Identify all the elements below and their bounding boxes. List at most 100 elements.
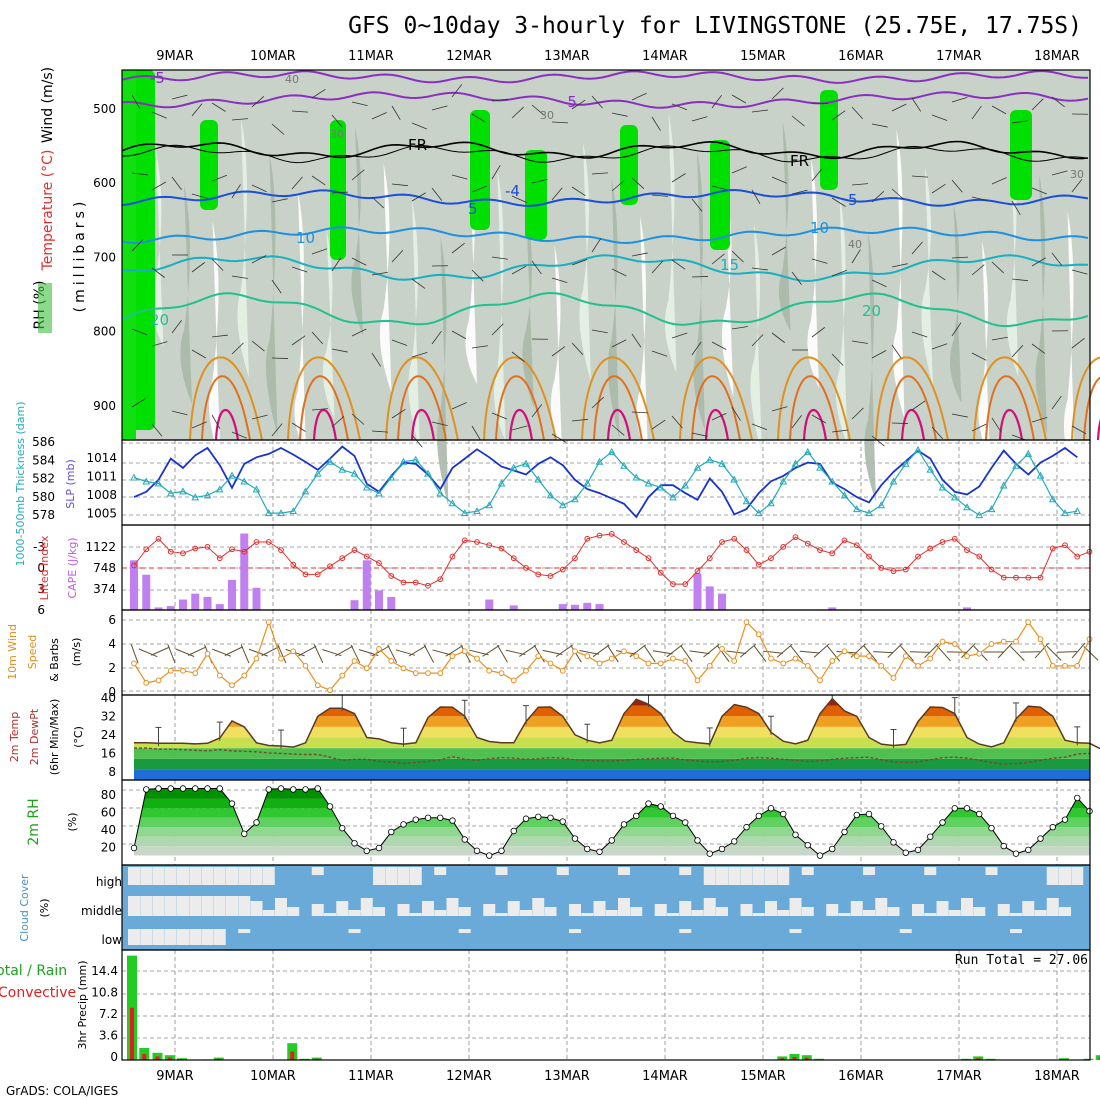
lifted-index-point [351,547,358,553]
precip-tick: 10.8 [91,986,118,1000]
isotherm-warm [189,356,263,441]
wind-barb [151,423,163,437]
rh-point [461,836,468,843]
thickness-point [387,473,396,481]
rh-point [424,814,432,821]
wind-barb [251,340,265,352]
wind-barb [551,277,568,284]
wind-barb [191,103,203,117]
lifted-index-point [523,565,529,571]
date-label-top: 17MAR [936,49,982,64]
wind-barb [431,105,448,111]
wind-barb [471,345,488,349]
wind-barb [651,350,668,357]
lifted-index-point [780,543,787,550]
lifted-index-point [180,550,186,557]
rh-point [902,849,909,856]
wind-barb [911,400,926,411]
isotherm-5 [121,188,1089,207]
cloud-mid-gap [691,910,704,916]
rh-tick: 40 [101,823,116,837]
wind-barb-10m [1071,642,1086,659]
wind-barb-10m [150,646,170,656]
thickness-point [963,503,971,511]
cloud-low-gap [458,929,471,933]
cloud-mid-gap [458,907,471,916]
wind-barb [991,177,1007,185]
cloud-low-gap [213,929,226,945]
wind-barb [1031,187,1047,195]
wind-speed-point [351,658,358,664]
cloud-low-gap [238,929,251,933]
wind-speed-point [388,658,395,664]
lifted-index-point [670,581,676,587]
thickness-point [730,475,739,483]
wind-barb-10m [1010,645,1025,661]
wind-speed-point [939,638,946,645]
wind-barb-10m [555,644,573,657]
rh-point [253,819,260,826]
cloud-mid-gap [887,907,900,916]
precip-conv-bar [804,1057,809,1060]
rh-point [914,846,922,854]
wind-speed-point [792,655,799,662]
wind-barb [711,94,722,109]
lifted-index-point [731,535,738,542]
date-label-bottom: 15MAR [740,1069,786,1084]
wind-barb [691,276,709,278]
cloud-high-gap [434,867,447,875]
temp-band [134,705,1090,717]
thickness-point [228,471,236,479]
cloud-mid-gap [569,904,581,916]
cape-bar [154,607,163,610]
wind-barb-10m [643,645,656,663]
lifted-index-point [437,576,444,583]
isotherm-warm [397,375,447,441]
profile-contour-label: FR [790,152,809,170]
rh-point [535,813,542,821]
wind-speed-point [216,672,223,679]
thickness-point [326,457,334,465]
wind-barb-10m [505,649,526,656]
cloud-mid-gap [360,898,373,916]
wind-barb [371,352,382,367]
rh-high-patch [330,120,346,260]
wind-speed-point [608,655,615,662]
wind-barb [611,112,628,117]
wind-barb [711,341,727,350]
profile-contour-label: 5 [468,200,478,218]
rh-band [134,808,1090,818]
wind-barb [931,183,946,194]
cloud-high-gap [740,867,753,885]
cloud-mid-gap [311,904,324,916]
rh-point [645,800,652,807]
lifted-index-point [425,582,431,589]
wind-barb [451,330,467,340]
thickness-point [215,485,224,493]
isotherm-hot [312,408,338,441]
wind-barb-10m [1083,646,1099,661]
li-tick: 6 [37,603,45,617]
precip-conv-bar [780,1058,785,1060]
wind-barb [191,421,207,429]
isotherm-warm [201,375,251,441]
wind-barb-10m [592,644,610,658]
rh-point [780,810,787,818]
thickness-point [436,489,445,497]
wind-barb [951,256,968,259]
wind-speed-point [853,653,860,660]
wind-barb [591,172,608,175]
cloud-high-gap [189,867,202,885]
cloud-low-gap [679,929,692,933]
wind-speed-point [1049,662,1056,669]
lifted-index-point [498,545,505,552]
wind-barb [691,432,708,437]
date-label-top: 13MAR [544,49,590,64]
thickness-point [779,477,788,485]
wind-speed-point [694,677,701,684]
rh-band [134,827,1090,837]
wind-barb [231,118,248,121]
wind-barb-10m [790,645,804,662]
isotherm-warm [777,356,851,441]
wind-barb-10m [130,644,139,664]
